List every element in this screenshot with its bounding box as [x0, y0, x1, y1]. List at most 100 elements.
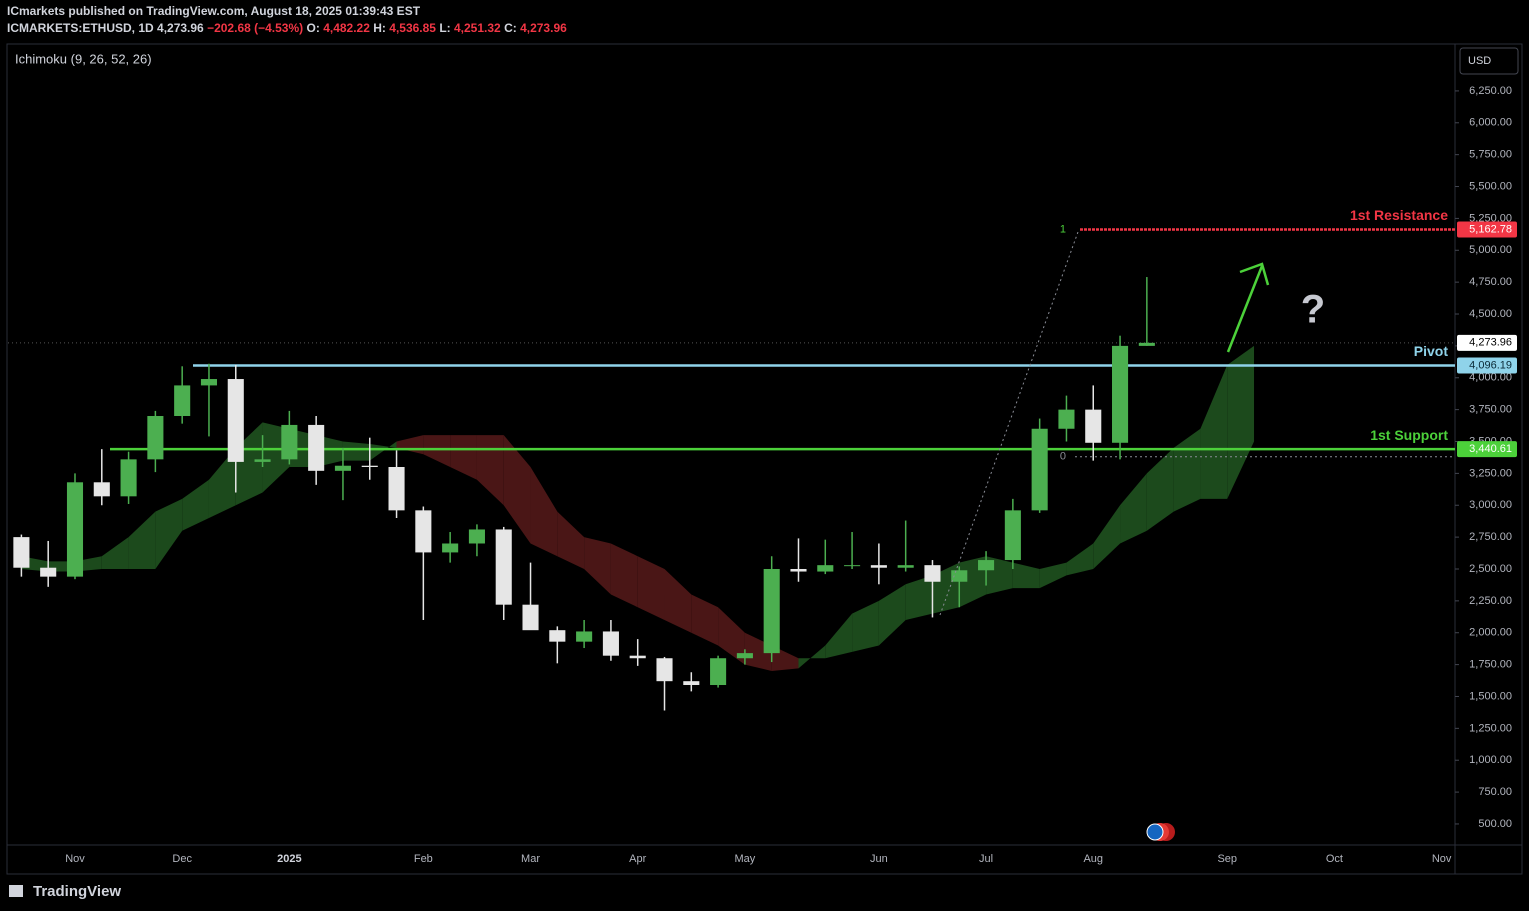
- last-price-tag: [1457, 334, 1517, 351]
- ohlc-value: 4,251.32: [454, 21, 501, 35]
- candle-body: [227, 379, 244, 462]
- level-tag-label: 3,440.61: [1469, 443, 1512, 455]
- ohlc-key: C:: [504, 21, 517, 35]
- candle-body: [147, 416, 164, 460]
- candle-body: [308, 424, 325, 471]
- y-tick-label: 3,000.00: [1469, 499, 1512, 511]
- plot: [8, 228, 1455, 711]
- ohlc-value: 4,536.85: [389, 21, 436, 35]
- cloud-segment: [208, 447, 236, 518]
- cloud-segment: [1093, 505, 1121, 569]
- candle-body: [281, 424, 298, 460]
- x-tick-label: Dec: [172, 853, 192, 865]
- candle-body: [1058, 409, 1075, 429]
- candle-body: [576, 631, 593, 642]
- logo: [9, 885, 23, 897]
- cloud-segment: [557, 511, 585, 569]
- y-tick-label: 750.00: [1478, 786, 1512, 798]
- events[interactable]: [1146, 823, 1175, 841]
- cloud-segment: [182, 479, 209, 531]
- change: −202.68 (−4.53%): [207, 21, 303, 35]
- y-tick-label: 4,500.00: [1469, 308, 1512, 320]
- last-price-label: 4,273.96: [1469, 337, 1512, 349]
- cloud-segment: [101, 537, 129, 569]
- level-tag-label: 5,162.78: [1469, 223, 1512, 235]
- currency[interactable]: USD: [1468, 55, 1491, 67]
- candle-body: [468, 529, 485, 544]
- cloud-segment: [1039, 562, 1067, 589]
- cloud-segment: [1227, 345, 1255, 499]
- cloud-segment: [128, 511, 156, 569]
- cloud-segment: [450, 435, 477, 480]
- x-tick-label: Mar: [521, 853, 540, 865]
- level-tag: [1457, 441, 1517, 458]
- indicator-label: Ichimoku (9, 26, 52, 26): [15, 51, 152, 66]
- x-tick-label: 2025: [277, 853, 301, 865]
- candle-body: [1112, 345, 1129, 443]
- candle-body: [549, 630, 566, 642]
- x-tick-label: Nov: [65, 853, 85, 865]
- candle-body: [388, 467, 405, 511]
- cloud-segment: [1200, 365, 1228, 499]
- candle-body: [522, 604, 539, 631]
- fib-label: 1: [1060, 223, 1066, 235]
- candle-body: [415, 510, 432, 553]
- y-tick-label: 3,250.00: [1469, 467, 1512, 479]
- cloud-segment: [584, 537, 611, 595]
- cloud-segment: [342, 441, 370, 461]
- y-tick-label: 1,750.00: [1469, 659, 1512, 671]
- y-tick-label: 1,500.00: [1469, 690, 1512, 702]
- price: 4,273.96: [157, 21, 204, 35]
- ohlc-value: 4,482.22: [323, 21, 370, 35]
- currency-button[interactable]: [1459, 47, 1519, 75]
- y-tick-label: 5,750.00: [1469, 149, 1512, 161]
- publisher: ICmarkets published on TradingView.com, …: [7, 4, 421, 18]
- y-tick-label: 500.00: [1478, 818, 1512, 830]
- ohlc-value: 4,273.96: [520, 21, 567, 35]
- x-tick-label: Apr: [629, 853, 646, 865]
- candle-body: [790, 568, 807, 572]
- x-tick-label: Jun: [870, 853, 888, 865]
- candle-body: [334, 465, 351, 471]
- y-tick-label: 4,000.00: [1469, 372, 1512, 384]
- y-tick-label: 2,250.00: [1469, 595, 1512, 607]
- cloud-segment: [423, 435, 451, 468]
- cloud-segment: [530, 467, 558, 557]
- level-name: Pivot: [1414, 343, 1449, 359]
- level-name: 1st Resistance: [1350, 207, 1448, 223]
- x-tick-label: Nov: [1432, 853, 1452, 865]
- ohlc-key: H:: [373, 21, 386, 35]
- candle-body: [13, 537, 30, 568]
- candle-body: [174, 385, 191, 417]
- cloud-segment: [1146, 447, 1174, 531]
- candle-body: [736, 653, 753, 659]
- candle-body: [763, 568, 780, 654]
- cloud-segment: [878, 584, 906, 646]
- cloud-segment: [637, 556, 665, 620]
- candle-body: [870, 565, 887, 568]
- candle-body: [710, 658, 727, 686]
- quote-line: ICMARKETS:ETHUSD, 1D 4,273.96 −202.68 (−…: [7, 21, 567, 35]
- x-tick-label: Aug: [1083, 853, 1103, 865]
- y-tick-label: 1,250.00: [1469, 722, 1512, 734]
- arrow-shaft: [1226, 265, 1264, 353]
- candle-body: [1004, 510, 1021, 561]
- cloud-segment: [1120, 473, 1147, 544]
- candle-body: [442, 543, 459, 553]
- cloud-segment: [798, 645, 826, 669]
- y-tick-label: 1,000.00: [1469, 754, 1512, 766]
- candle-body: [361, 465, 378, 468]
- cloud-segment: [825, 613, 853, 659]
- candle-body: [120, 459, 137, 497]
- y-tick-label: 6,000.00: [1469, 117, 1512, 129]
- candle-body: [200, 379, 218, 386]
- fib-label: 0: [1060, 451, 1066, 463]
- candle-body: [844, 565, 861, 567]
- x-tick-label: Sep: [1217, 853, 1237, 865]
- ohlc-key: O:: [307, 21, 320, 35]
- candle-body: [602, 631, 619, 656]
- candle-body: [656, 658, 673, 682]
- y-tick-label: 2,500.00: [1469, 563, 1512, 575]
- x-tick-label: Jul: [979, 853, 993, 865]
